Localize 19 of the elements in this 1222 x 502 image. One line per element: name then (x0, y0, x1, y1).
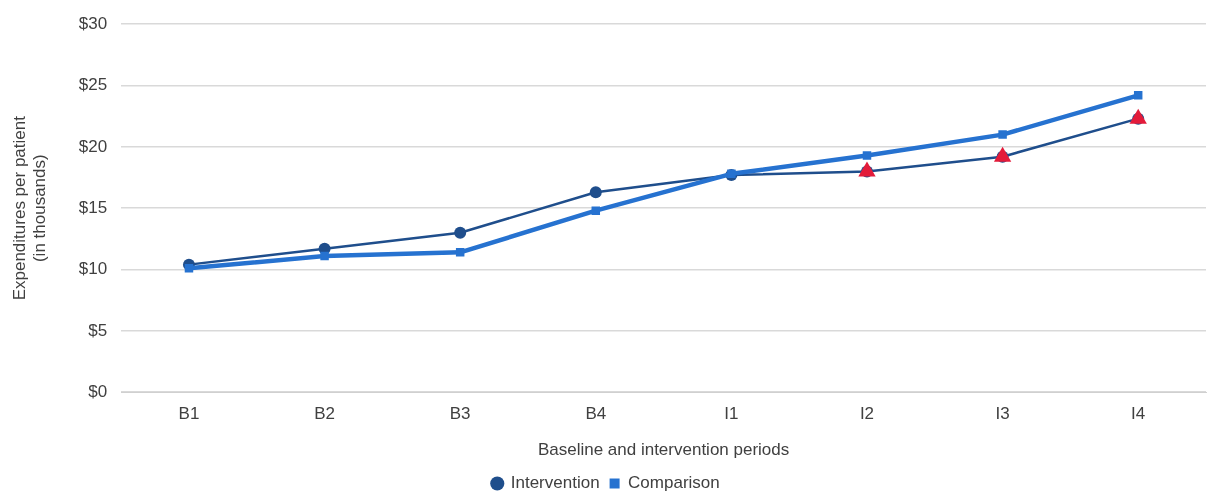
x-tick-label: B1 (178, 404, 200, 424)
x-tick-label: B2 (314, 404, 335, 424)
x-tick-label: I1 (724, 404, 739, 424)
x-axis-title: Baseline and intervention periods (537, 440, 790, 460)
y-tick-label: $15 (78, 197, 108, 217)
y-tick-label: $25 (78, 75, 108, 95)
x-tick-label: I3 (995, 404, 1010, 424)
y-tick-label: $10 (78, 259, 108, 279)
x-tick-label: I4 (1131, 404, 1146, 424)
y-tick-label: $20 (78, 136, 108, 156)
x-tick-label: I2 (859, 404, 875, 424)
y-axis-title: Expenditures per patient (in thousands) (9, 115, 50, 301)
y-tick-label: $5 (88, 320, 108, 340)
y-tick-label: $30 (78, 13, 108, 33)
legend-label: Intervention (510, 473, 600, 493)
x-tick-label: B4 (585, 404, 607, 424)
legend-label: Comparison (628, 473, 720, 493)
x-tick-label: B3 (449, 404, 471, 424)
y-tick-label: $0 (88, 381, 108, 401)
